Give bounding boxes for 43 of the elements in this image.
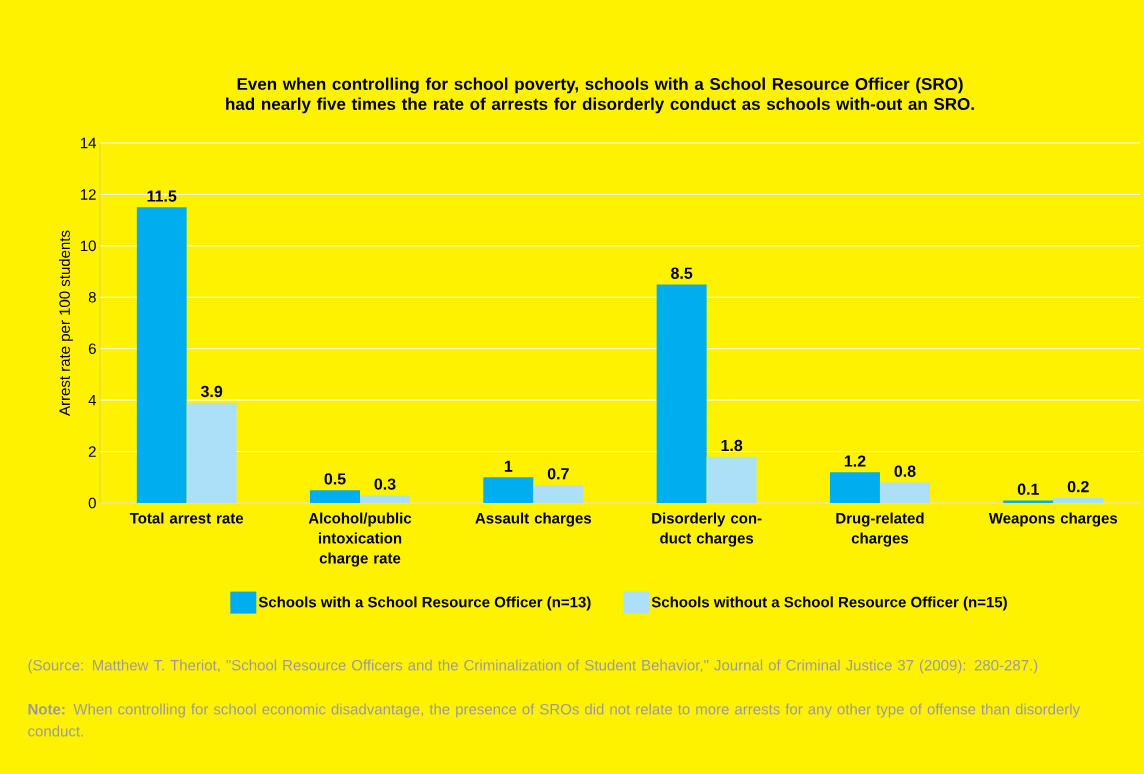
x-tick-label: Total arrest rate [129, 512, 244, 524]
text: (Source: Matthew T. Theriot, "School Resource Officers and the Criminalization of Student Behavior," Journal of Criminal Justice 37 (2009): 280-287.) [28, 659, 1038, 674]
x-tick-label: Alcohol/public intoxication charge rate [308, 512, 412, 567]
bar [829, 472, 880, 503]
bar [1003, 500, 1054, 503]
data-label: 8.5 [671, 267, 693, 279]
bar [879, 482, 930, 503]
data-label: 3.9 [200, 385, 223, 398]
bar [186, 402, 237, 503]
data-label: 1.2 [844, 455, 866, 467]
y-tick-label: 0 [88, 497, 96, 509]
y-tick-label: 14 [80, 137, 97, 149]
y-tick-label: 6 [88, 343, 96, 355]
y-tick-label: 12 [80, 189, 96, 200]
y-axis-title: Arrest rate per 100 students [58, 230, 73, 416]
legend-label: Schools with a School Resource Officer (n=13) [258, 596, 591, 611]
x-tick-label: Drug-related charges [836, 512, 924, 547]
bar [360, 495, 410, 503]
bar [533, 484, 584, 503]
legend-label: Schools without a School Resource Officer (n=15) [651, 596, 1007, 611]
x-tick-label: Assault charges [475, 512, 592, 527]
y-tick-label: 8 [88, 291, 96, 303]
bar [656, 284, 707, 503]
data-label: 0.2 [1067, 480, 1089, 493]
data-label: 0.5 [324, 473, 346, 485]
x-tick-label: Disorderly con-duct charges [652, 512, 762, 547]
data-label: 0.8 [894, 465, 916, 477]
bar [483, 477, 534, 503]
x-tick-label: Weapons charges [988, 512, 1118, 527]
bar [1053, 497, 1104, 503]
data-label: 0.7 [547, 468, 569, 480]
y-tick-label: 10 [80, 240, 96, 252]
data-label: 0.1 [1017, 483, 1039, 495]
y-tick-label: 2 [88, 446, 96, 457]
bar [136, 207, 187, 503]
bar [309, 490, 360, 503]
text: Note: When controlling for school economic disadvantage, the presence of SROs did not relate to more arrests for any other type of offense than disorderly conduct. [28, 703, 1081, 737]
y-tick-label: 4 [88, 394, 97, 406]
bar [706, 456, 757, 503]
data-label: 0.3 [374, 478, 396, 490]
data-label: 1.8 [721, 439, 743, 452]
chart-title: Even when controlling for school poverty, schools with a School Resource Officer (SRO) had nearly five times the rate of arrests for disorderly conduct as schools with-out an SRO. [226, 77, 974, 114]
data-label: 1 [504, 460, 513, 472]
